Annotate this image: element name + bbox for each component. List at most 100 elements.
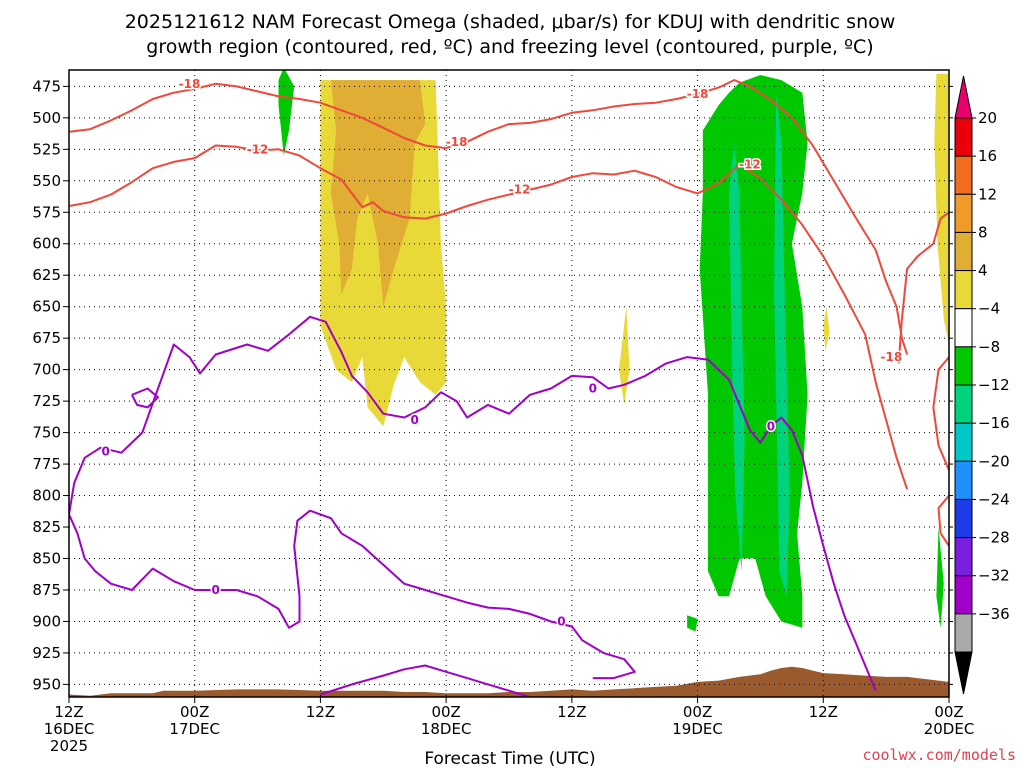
colorbar-segment: [954, 384, 973, 424]
y-tick-label: 875: [32, 581, 61, 599]
colorbar-label: −36: [978, 605, 1010, 623]
contour-label: -12: [739, 157, 761, 171]
x-tick-label: 12Z: [54, 703, 83, 721]
x-axis-label: Forecast Time (UTC): [424, 749, 595, 768]
x-tick-year: 2025: [50, 737, 88, 755]
contour-label: 0: [767, 419, 775, 433]
colorbar-label: 8: [978, 223, 988, 241]
colorbar-bottom-arrow: [954, 651, 973, 695]
contour-label: -12: [247, 142, 269, 156]
y-tick-label: 750: [32, 424, 61, 442]
omega-region: [823, 306, 830, 351]
colorbar-segment: [954, 498, 973, 539]
omega-region: [729, 143, 745, 572]
contour-line: [932, 356, 949, 471]
y-tick-label: 950: [32, 675, 61, 693]
contour-line: [937, 494, 949, 547]
contour-label: 0: [589, 382, 597, 396]
omega-region: [687, 615, 698, 632]
colorbar-label: −24: [978, 490, 1010, 508]
y-tick-label: 900: [32, 612, 61, 630]
colorbar-label: −32: [978, 567, 1010, 585]
x-tick-label: 00Z: [934, 703, 963, 721]
contour-label: -18: [446, 135, 468, 149]
axes: 475 500 525 550 575 600 625 650 675 700 725 750 775 8…: [32, 69, 975, 755]
plot-area: -18 -12 -18 -12 -18 -12 -18 0 0 0 0 0 0: [69, 70, 949, 697]
contour-line: [131, 387, 159, 409]
colorbar-segment: [954, 117, 973, 157]
terrain-fill: [69, 666, 949, 697]
colorbar-segment: [954, 155, 973, 195]
y-tick-label: 725: [32, 392, 61, 410]
omega-region: [278, 70, 295, 156]
y-tick-label: 500: [32, 109, 61, 127]
y-tick-label: 575: [32, 203, 61, 221]
colorbar-segment: [954, 460, 973, 500]
y-tick-label: 675: [32, 329, 61, 347]
x-tick-date: 17DEC: [169, 720, 220, 738]
colorbar-label: −8: [978, 338, 1000, 356]
contour-label: -12: [509, 183, 531, 197]
colorbar-segment: [954, 422, 973, 462]
y-tick-label: 775: [32, 455, 61, 473]
contour-label: 0: [101, 444, 109, 458]
x-tick-date: 19DEC: [672, 720, 723, 738]
contour-label: 0: [557, 614, 565, 628]
contour-label: -18: [179, 77, 201, 91]
colorbar-segment: [954, 270, 973, 310]
colorbar-segment: [954, 193, 973, 233]
colorbar-label: 20: [978, 109, 997, 127]
contour-line: [69, 79, 909, 355]
colorbar-label: −12: [978, 376, 1010, 394]
x-tick-date: 18DEC: [421, 720, 472, 738]
y-tick-label: 700: [32, 361, 61, 379]
y-tick-label: 800: [32, 487, 61, 505]
contour-line: [320, 664, 531, 697]
y-tick-label: 925: [32, 644, 61, 662]
colorbar-label: 12: [978, 185, 997, 203]
contour-label: 0: [211, 583, 219, 597]
x-tick-label: 00Z: [683, 703, 712, 721]
y-tick-label: 625: [32, 266, 61, 284]
colorbar-label: 16: [978, 147, 997, 165]
x-tick-label: 00Z: [431, 703, 460, 721]
colorbar-segment: [954, 613, 973, 653]
colorbar-segment: [954, 308, 973, 348]
plot-frame: [68, 69, 950, 698]
colorbar-label: −28: [978, 529, 1010, 547]
omega-region: [774, 92, 790, 597]
y-tick-label: 525: [32, 140, 61, 158]
y-tick-label: 650: [32, 298, 61, 316]
credit-text: coolwx.com/models: [862, 746, 1016, 764]
y-tick-label: 850: [32, 550, 61, 568]
plot-clip-group: -18 -12 -18 -12 -18 -12 -18 0 0 0 0 0 0: [69, 70, 949, 697]
omega-region: [936, 527, 944, 628]
y-tick-label: 825: [32, 518, 61, 536]
colorbar-label: −16: [978, 414, 1010, 432]
contour-line: [69, 509, 636, 680]
omega-region: [619, 306, 630, 405]
contour-line: [897, 211, 949, 364]
x-tick-label: 12Z: [306, 703, 335, 721]
chart-title-line1: 2025121612 NAM Forecast Omega (shaded, μ…: [125, 11, 896, 33]
colorbar-segment: [954, 231, 973, 272]
x-tick-label: 12Z: [557, 703, 586, 721]
colorbar-label: −4: [978, 300, 1000, 318]
contour-label: -18: [881, 350, 903, 364]
contour-label: 0: [411, 413, 419, 427]
contour-line: [69, 315, 877, 692]
colorbar-label: 4: [978, 262, 988, 280]
colorbar-segment: [954, 537, 973, 577]
x-tick-label: 12Z: [809, 703, 838, 721]
colorbar-segment: [954, 575, 973, 615]
contour-label: -18: [687, 87, 709, 101]
omega-region: [934, 73, 949, 345]
x-tick-date: 20DEC: [924, 720, 975, 738]
colorbar-segment: [954, 346, 973, 386]
x-tick-label: 00Z: [180, 703, 209, 721]
contour-line: [69, 144, 909, 490]
colorbar: 20 16 12 8 4 −4 −8 −12 −16 −20 −24 −28 −32 −36: [954, 75, 1010, 695]
colorbar-top-arrow: [954, 75, 973, 119]
y-tick-label: 475: [32, 77, 61, 95]
